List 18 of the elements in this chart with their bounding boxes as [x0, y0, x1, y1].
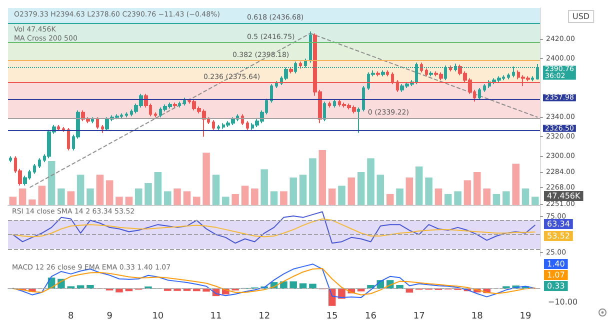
- x-tick-label: 12: [258, 312, 270, 322]
- text: USD: [572, 12, 590, 21]
- text: 0.33: [547, 282, 565, 290]
- x-tick-label: 19: [520, 312, 532, 322]
- text: 1.07: [547, 270, 565, 280]
- x-tick-label: 8: [68, 312, 74, 322]
- x-tick-label: 11: [210, 312, 222, 322]
- x-tick-label: 17: [413, 312, 425, 322]
- text: 47.456K: [547, 192, 581, 200]
- x-tick-label: 16: [365, 312, 377, 322]
- text: 63.34: [547, 220, 570, 228]
- x-tick-label: 10: [152, 312, 164, 322]
- text: 53.52: [547, 232, 570, 240]
- text: 1.40: [547, 260, 565, 268]
- text: −10.00: [548, 298, 578, 306]
- x-tick-label: 15: [326, 312, 338, 322]
- x-tick-label: 9: [106, 312, 113, 322]
- x-tick-label: 18: [471, 312, 484, 322]
